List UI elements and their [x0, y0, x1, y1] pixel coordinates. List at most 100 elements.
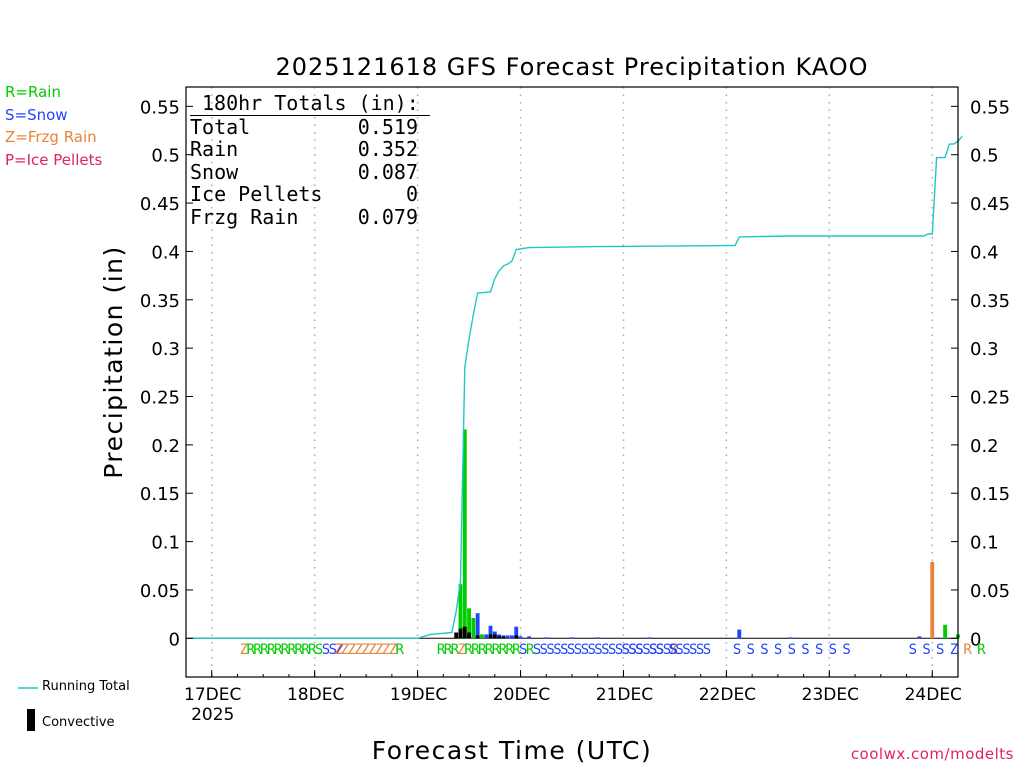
precip-bar-snow: [737, 629, 742, 639]
ptype-letter: R: [963, 642, 972, 658]
ptype-group: SSSSSS: [669, 642, 711, 658]
legend-series-item: Convective: [18, 704, 130, 740]
ptype-letter: [794, 642, 801, 658]
legend-series-label: Running Total: [42, 678, 130, 694]
ptype-letter: S: [703, 642, 711, 658]
ptype-letter: S: [574, 642, 582, 658]
precip-bar-snow: [917, 636, 922, 639]
ptype-letter: [642, 642, 649, 658]
ptype-letter: R: [281, 642, 290, 658]
totals-box: 180hr Totals (in): Total 0.519 Rain 0.352 Sn…: [190, 92, 430, 228]
precip-bar-snow: [570, 637, 574, 639]
ptype-letter: S: [675, 642, 683, 658]
ptype-letter: S: [649, 642, 657, 658]
x-tick-label: 21DEC: [596, 685, 653, 705]
ptype-letter: R: [485, 642, 494, 658]
ptype-letter: Z: [669, 642, 677, 658]
ptype-letter: R: [260, 642, 269, 658]
ptype-letter: S: [615, 642, 623, 658]
ptype-letter: S: [733, 642, 741, 658]
totals-label: Total: [190, 114, 251, 139]
totals-label: Frzg Rain: [190, 204, 299, 229]
precip-bar-rain: [471, 618, 476, 639]
totals-row: Total 0.519: [190, 114, 418, 139]
ptype-letter: [929, 642, 936, 658]
ptype-letter: R: [471, 642, 480, 658]
x-tick-label: 19DEC: [390, 685, 447, 705]
ptype-letter: S: [670, 642, 678, 658]
convective-bar: [467, 632, 471, 639]
y-tick-label-right: 0.4: [970, 242, 999, 263]
convective-bar: [497, 636, 502, 639]
ptype-letter: [957, 642, 964, 658]
x-tick-sublabel: 2025: [191, 705, 234, 725]
ptype-letter: Z: [950, 642, 958, 658]
ptype-letter: S: [329, 642, 337, 658]
convective-bar: [462, 626, 467, 639]
precip-bar-snow: [505, 635, 510, 639]
ptype-letter: S: [909, 642, 917, 658]
ptype-letter: S: [649, 642, 657, 658]
y-tick-label-left: 0.2: [151, 436, 180, 457]
precip-bar-snow: [788, 637, 793, 639]
totals-row: Frzg Rain 0.079: [190, 204, 418, 229]
ptype-letter: S: [594, 642, 602, 658]
y-tick-label-right: 0: [970, 629, 981, 650]
ptype-letter: R: [253, 642, 262, 658]
ptype-letter: S: [801, 642, 809, 658]
legend-type-item: P=Ice Pellets: [5, 150, 103, 169]
precip-bar-snow: [544, 637, 549, 639]
ptype-letter: S: [628, 642, 636, 658]
ptype-letter: S: [656, 642, 664, 658]
ptype-group: SSS SS Z: [621, 642, 677, 658]
ptype-letter: S: [774, 642, 782, 658]
x-tick-label: 17DEC: [184, 685, 241, 705]
convective-bar: [501, 636, 506, 639]
convective-bar: [475, 635, 480, 639]
totals-value: 0.352: [357, 137, 418, 161]
y-tick-label-left: 0.5: [151, 146, 180, 167]
chart-title: 2025121618 GFS Forecast Precipitation KA…: [275, 53, 868, 81]
y-tick-label-left: 0.55: [140, 97, 180, 118]
ptype-letter: [970, 642, 977, 658]
ptype-letter: S: [689, 642, 697, 658]
totals-label: Rain: [190, 137, 239, 161]
ptype-letter: S: [669, 642, 677, 658]
credit-text: coolwx.com/modelts: [850, 745, 1014, 763]
convective-swatch: [18, 709, 42, 735]
ptype-letter: [916, 642, 923, 658]
ptype-letter: Z: [382, 642, 390, 658]
ptype-letter: [740, 642, 747, 658]
totals-row: Ice Pellets 0: [190, 183, 418, 206]
totals-value: 0.519: [357, 114, 418, 139]
totals-value: 0.087: [357, 159, 418, 184]
legend-type-item: Z=Frzg Rain: [5, 128, 97, 146]
series-legend: Running Total Convective: [18, 668, 130, 740]
ptype-letter: Z: [375, 642, 383, 658]
y-tick-label-right: 0.15: [970, 484, 1010, 505]
running-total-line: [186, 135, 963, 639]
ptype-letter: [767, 642, 774, 658]
y-axis-label: Precipitation (in): [99, 245, 128, 479]
precip-bar-snow: [484, 634, 489, 639]
ptype-letter: R: [492, 642, 501, 658]
ptype-letter: [808, 642, 815, 658]
precip-bar-snow: [514, 626, 519, 639]
ptype-letter: R: [977, 642, 986, 658]
precip-bar-rain: [480, 634, 484, 639]
ptype-letter: S: [581, 642, 589, 658]
ptype-letter: S: [656, 642, 664, 658]
precip-bar-rain: [467, 608, 471, 639]
precip-bar-snow: [527, 636, 532, 639]
ptype-letter: R: [498, 642, 507, 658]
precip-bar-rain: [943, 624, 948, 639]
convective-bar: [488, 634, 493, 639]
ptype-letter: S: [635, 642, 643, 658]
totals-label: Snow: [190, 159, 239, 184]
convective-bar: [514, 635, 519, 639]
y-tick-label-right: 0.2: [970, 436, 999, 457]
running-total-swatch: [18, 679, 42, 694]
y-tick-label-left: 0.45: [140, 194, 180, 215]
